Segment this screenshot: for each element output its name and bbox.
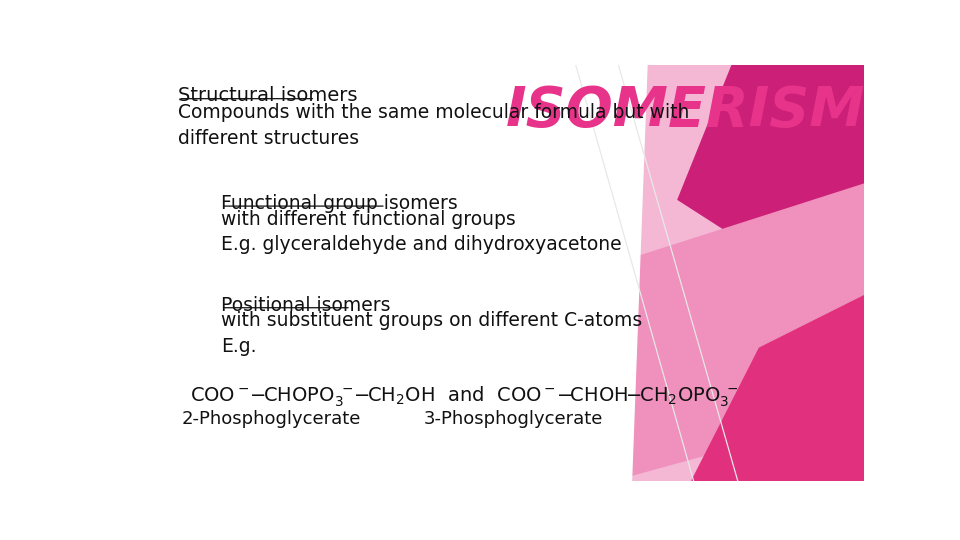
Text: 2-Phosphoglycerate: 2-Phosphoglycerate [181,410,361,428]
Text: 3-Phosphoglycerate: 3-Phosphoglycerate [424,410,604,428]
Text: Structural isomers: Structural isomers [179,86,358,105]
Text: with different functional groups
E.g. glyceraldehyde and dihydroxyacetone: with different functional groups E.g. gl… [221,210,621,254]
Polygon shape [678,65,864,319]
Polygon shape [120,303,240,481]
Text: with substituent groups on different C-atoms
E.g.: with substituent groups on different C-a… [221,311,642,356]
Text: Compounds with the same molecular formula but with
different structures: Compounds with the same molecular formul… [179,103,689,148]
Polygon shape [554,65,864,481]
Polygon shape [692,296,864,481]
Polygon shape [120,65,647,481]
Polygon shape [120,65,209,246]
Text: $\mathrm{COO^-\!\!-\!\!CHOPO_3^{\ -}\!\!-\!\!CH_2OH}$$\mathrm{\ \ and\ \ }$$\mat: $\mathrm{COO^-\!\!-\!\!CHOPO_3^{\ -}\!\!… [190,384,738,409]
Polygon shape [120,411,190,481]
Text: Functional group isomers: Functional group isomers [221,194,458,213]
Text: Positional isomers: Positional isomers [221,296,391,315]
Text: ISOMERISM: ISOMERISM [506,84,866,138]
Polygon shape [554,184,864,481]
